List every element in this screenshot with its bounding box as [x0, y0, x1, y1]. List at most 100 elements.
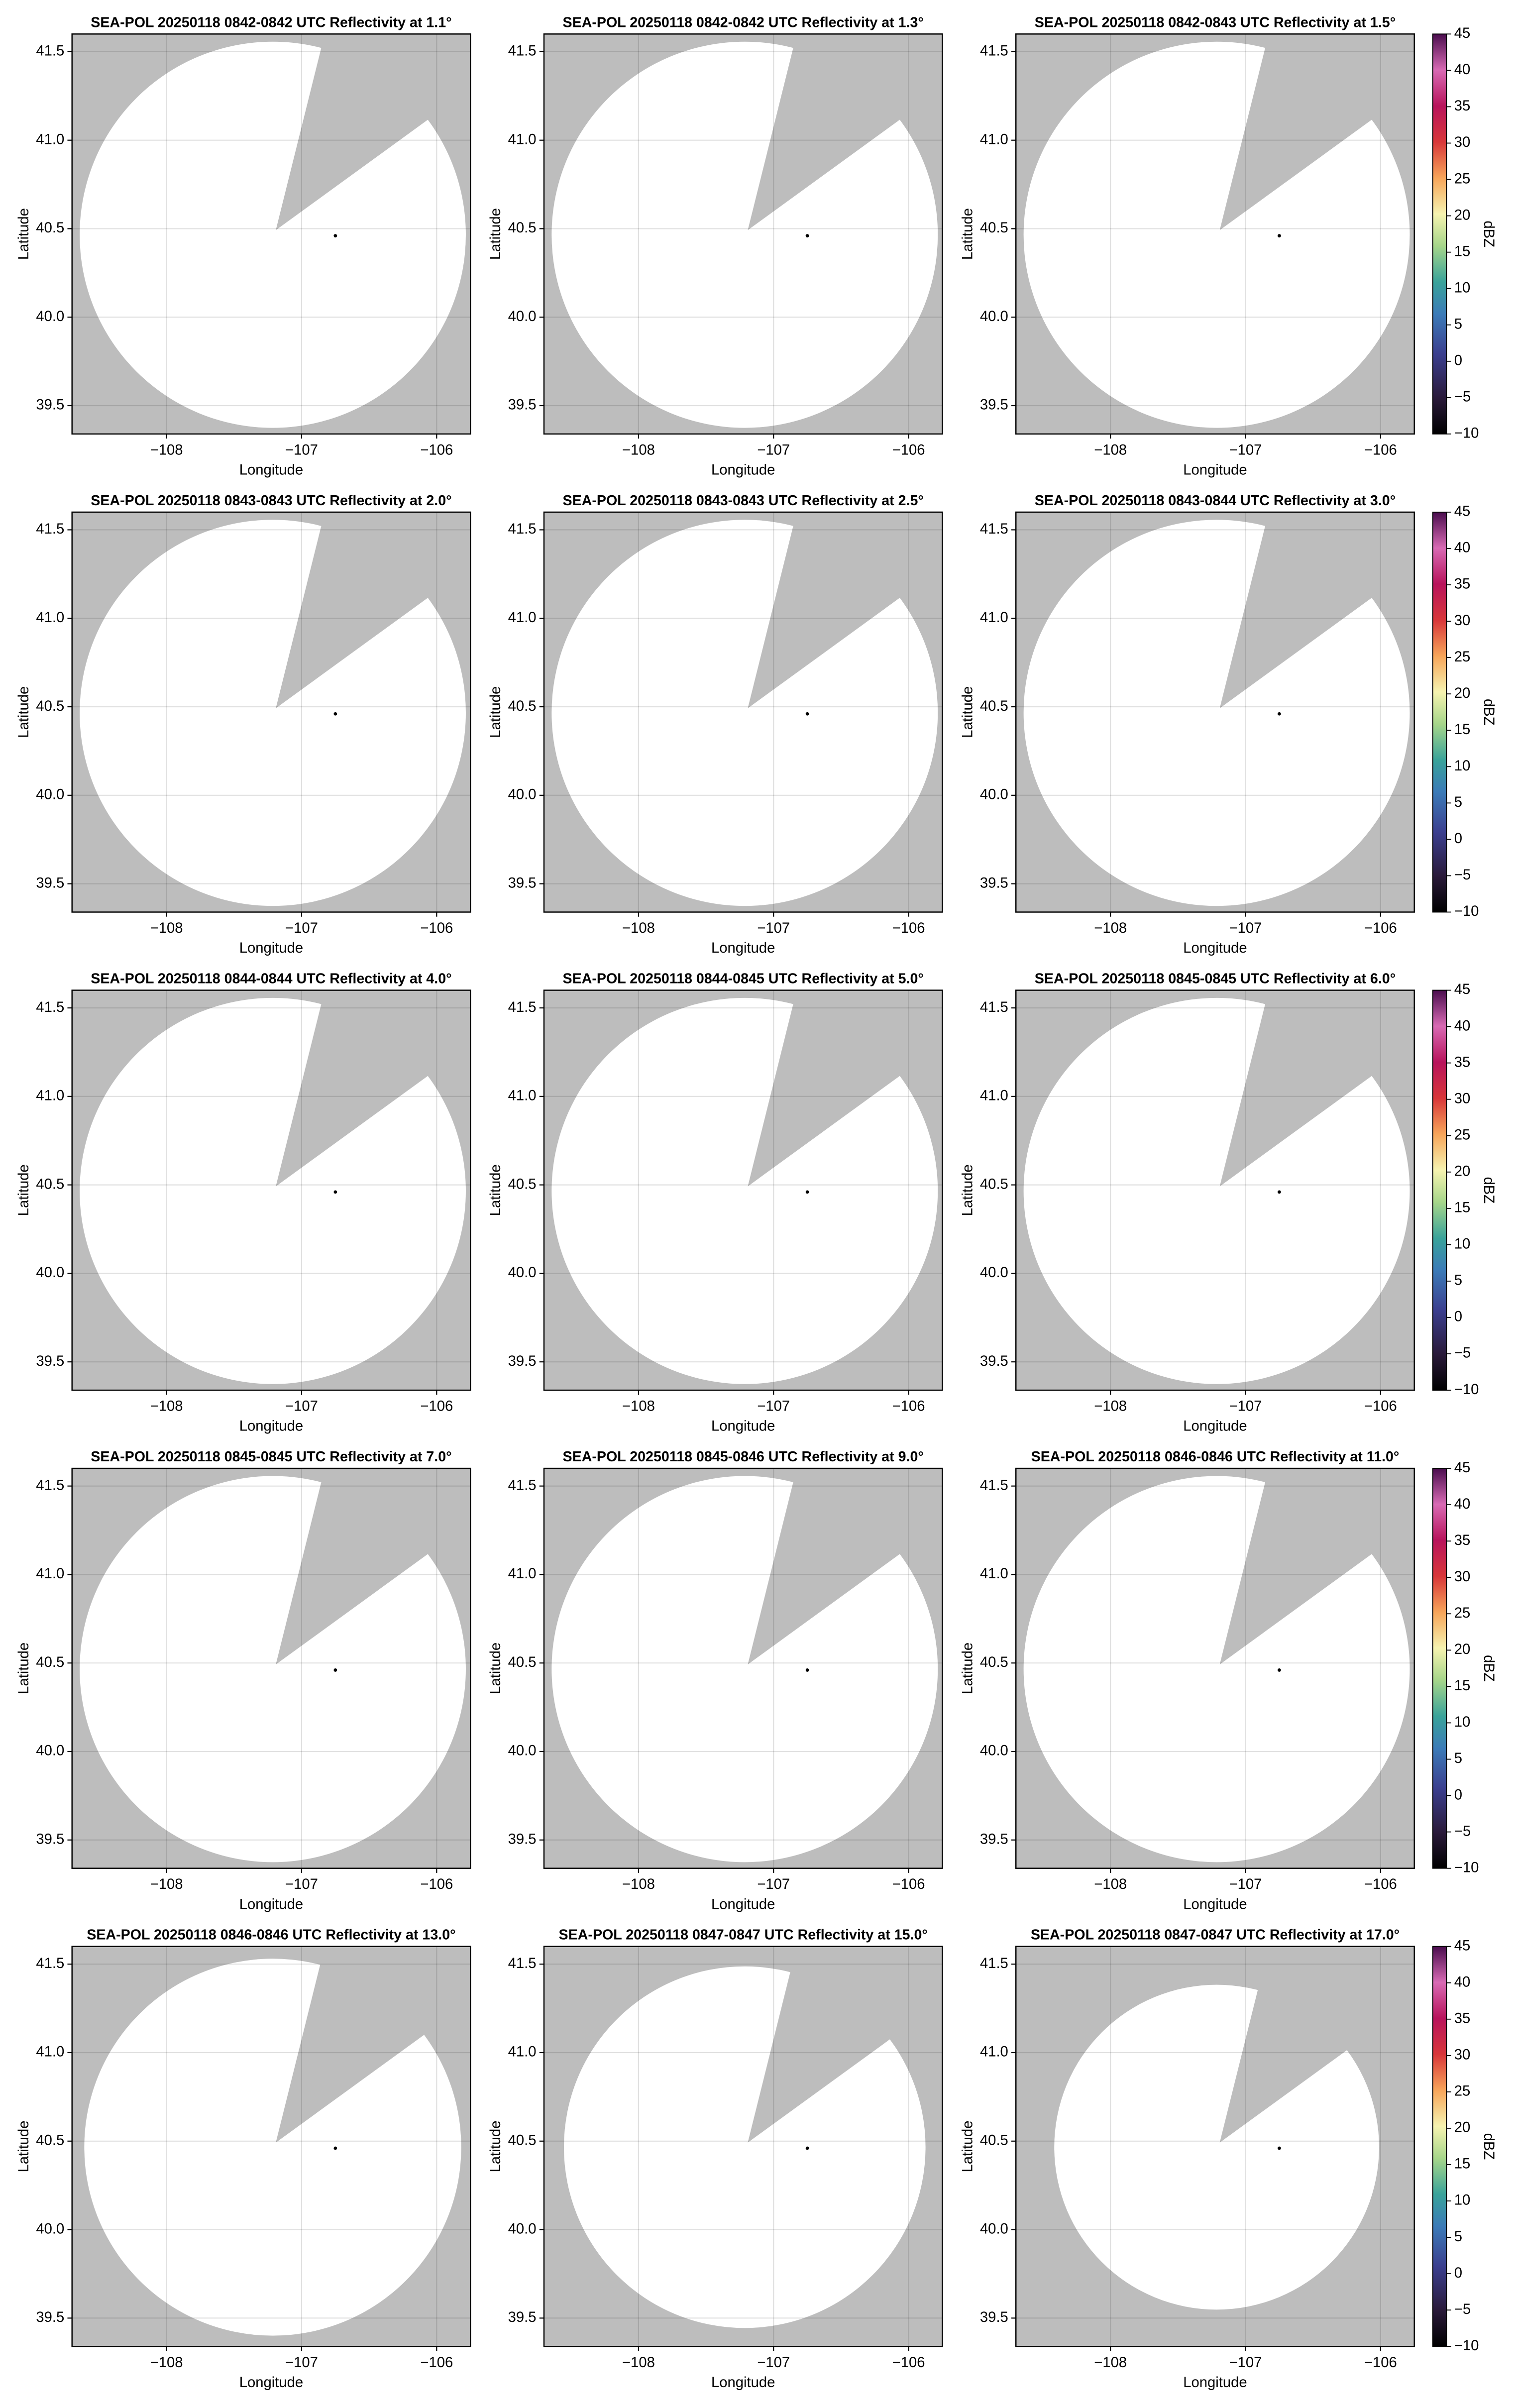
blocked-sector [276, 1946, 471, 2143]
chart-title: SEA-POL 20250118 0847-0847 UTC Reflectiv… [1031, 1927, 1400, 1943]
colorbar-tick-label: 5 [1454, 1751, 1462, 1766]
y-tick-label: 39.5 [36, 1353, 64, 1369]
colorbar-tick-label: −5 [1454, 389, 1471, 405]
x-tick-label: −107 [757, 442, 790, 458]
x-axis-label: Longitude [239, 462, 303, 478]
y-tick-label: 41.0 [980, 610, 1008, 626]
colorbar-tick-label: 40 [1454, 1974, 1471, 1990]
y-tick-label: 40.5 [36, 1654, 64, 1670]
colorbar-tick-label: 30 [1454, 613, 1471, 629]
y-tick-label: 41.5 [36, 1956, 64, 1971]
y-tick-label: 41.5 [508, 1956, 537, 1971]
coverage [1023, 990, 1414, 1384]
y-tick-label: 40.0 [980, 787, 1008, 803]
colorbar-tick-label: 5 [1454, 316, 1462, 332]
colorbar-tick-label: 25 [1454, 171, 1471, 187]
y-axis-label: Latitude [960, 2120, 976, 2172]
y-tick-label: 41.0 [508, 131, 537, 147]
x-tick-label: −108 [1094, 1399, 1127, 1415]
radar-site [333, 234, 337, 238]
colorbar-tick-label: 5 [1454, 794, 1462, 810]
y-axis-label: Latitude [16, 2120, 32, 2172]
colorbar-tick-label: 0 [1454, 831, 1462, 847]
coverage [1023, 1468, 1414, 1862]
y-tick-label: 39.5 [36, 1831, 64, 1847]
plot-frame [1015, 989, 1415, 1391]
x-axis-label: Longitude [1183, 1896, 1247, 1912]
colorbar-tick-label: 20 [1454, 1163, 1471, 1179]
x-tick-label: −108 [622, 2355, 655, 2371]
blocked-sector [748, 34, 943, 230]
radar-site [805, 712, 809, 716]
colorbar-tick-label: 10 [1454, 2192, 1471, 2208]
colorbar [1432, 512, 1447, 913]
colorbar [1432, 33, 1447, 435]
y-axis-label: Latitude [960, 1642, 976, 1694]
colorbar-label: dBZ [1481, 1177, 1497, 1204]
y-tick-label: 40.5 [980, 2133, 1008, 2149]
y-axis-label: Latitude [488, 208, 504, 260]
colorbar-tick-label: 40 [1454, 1018, 1471, 1034]
chart-title: SEA-POL 20250118 0842-0842 UTC Reflectiv… [91, 14, 451, 30]
coverage [551, 512, 943, 906]
plot-frame [543, 33, 943, 435]
x-tick-label: −108 [622, 920, 655, 936]
y-tick-label: 41.0 [36, 610, 64, 626]
x-tick-label: −107 [757, 2355, 790, 2371]
x-tick-label: −106 [420, 1399, 453, 1415]
x-tick-label: −108 [150, 920, 183, 936]
x-tick-label: −108 [150, 442, 183, 458]
y-tick-label: 40.5 [36, 220, 64, 236]
chart-title: SEA-POL 20250118 0846-0846 UTC Reflectiv… [87, 1927, 455, 1943]
radar-site [1277, 712, 1281, 716]
y-tick-label: 39.5 [36, 2309, 64, 2325]
y-axis-label: Latitude [488, 2120, 504, 2172]
colorbar-tick-label: −5 [1454, 2301, 1471, 2317]
radar-site [805, 1668, 809, 1672]
y-tick-label: 39.5 [980, 875, 1008, 891]
colorbar-tick-label: 20 [1454, 1642, 1471, 1657]
chart-title: SEA-POL 20250118 0842-0843 UTC Reflectiv… [1035, 14, 1396, 30]
colorbar-tick-label: 30 [1454, 1091, 1471, 1106]
plot-frame [543, 1946, 943, 2347]
y-axis-label: Latitude [960, 1164, 976, 1216]
colorbar-tick-label: 35 [1454, 2010, 1471, 2026]
colorbar-tick-label: 15 [1454, 722, 1471, 738]
colorbar-tick-label: 35 [1454, 1054, 1471, 1070]
coverage [1054, 1946, 1414, 2310]
colorbar-tick-label: 0 [1454, 2265, 1462, 2281]
colorbar-tick-label: 20 [1454, 2120, 1471, 2136]
y-tick-label: 41.5 [980, 521, 1008, 537]
colorbar-tick-label: 45 [1454, 504, 1471, 520]
y-tick-label: 40.5 [36, 1176, 64, 1192]
coverage [80, 990, 471, 1384]
colorbar-tick-label: 30 [1454, 1569, 1471, 1585]
y-tick-label: 39.5 [980, 1353, 1008, 1369]
y-tick-label: 41.5 [980, 1477, 1008, 1493]
radar-site [333, 2146, 337, 2150]
colorbar-tick-label: −10 [1454, 903, 1479, 919]
y-tick-label: 41.0 [36, 131, 64, 147]
x-tick-label: −106 [420, 2355, 453, 2371]
y-tick-label: 41.5 [980, 999, 1008, 1015]
x-tick-label: −106 [892, 1876, 925, 1892]
y-tick-label: 41.0 [980, 1088, 1008, 1104]
y-tick-label: 40.0 [980, 2221, 1008, 2237]
y-tick-label: 39.5 [980, 397, 1008, 413]
radar-site [1277, 1668, 1281, 1672]
x-tick-label: −107 [757, 920, 790, 936]
colorbar-label: dBZ [1481, 220, 1497, 247]
y-tick-label: 41.0 [980, 131, 1008, 147]
y-tick-label: 39.5 [980, 1831, 1008, 1847]
y-tick-label: 41.5 [36, 1477, 64, 1493]
x-tick-label: −106 [892, 442, 925, 458]
y-tick-label: 40.5 [508, 698, 537, 714]
y-tick-label: 41.5 [508, 43, 537, 59]
colorbar-tick-label: 40 [1454, 540, 1471, 556]
x-tick-label: −106 [420, 442, 453, 458]
x-tick-label: −107 [1229, 1876, 1262, 1892]
x-tick-label: −108 [1094, 2355, 1127, 2371]
blocked-sector [1219, 1946, 1414, 2143]
x-tick-label: −107 [1229, 1399, 1262, 1415]
colorbar-tick-label: 0 [1454, 1787, 1462, 1803]
